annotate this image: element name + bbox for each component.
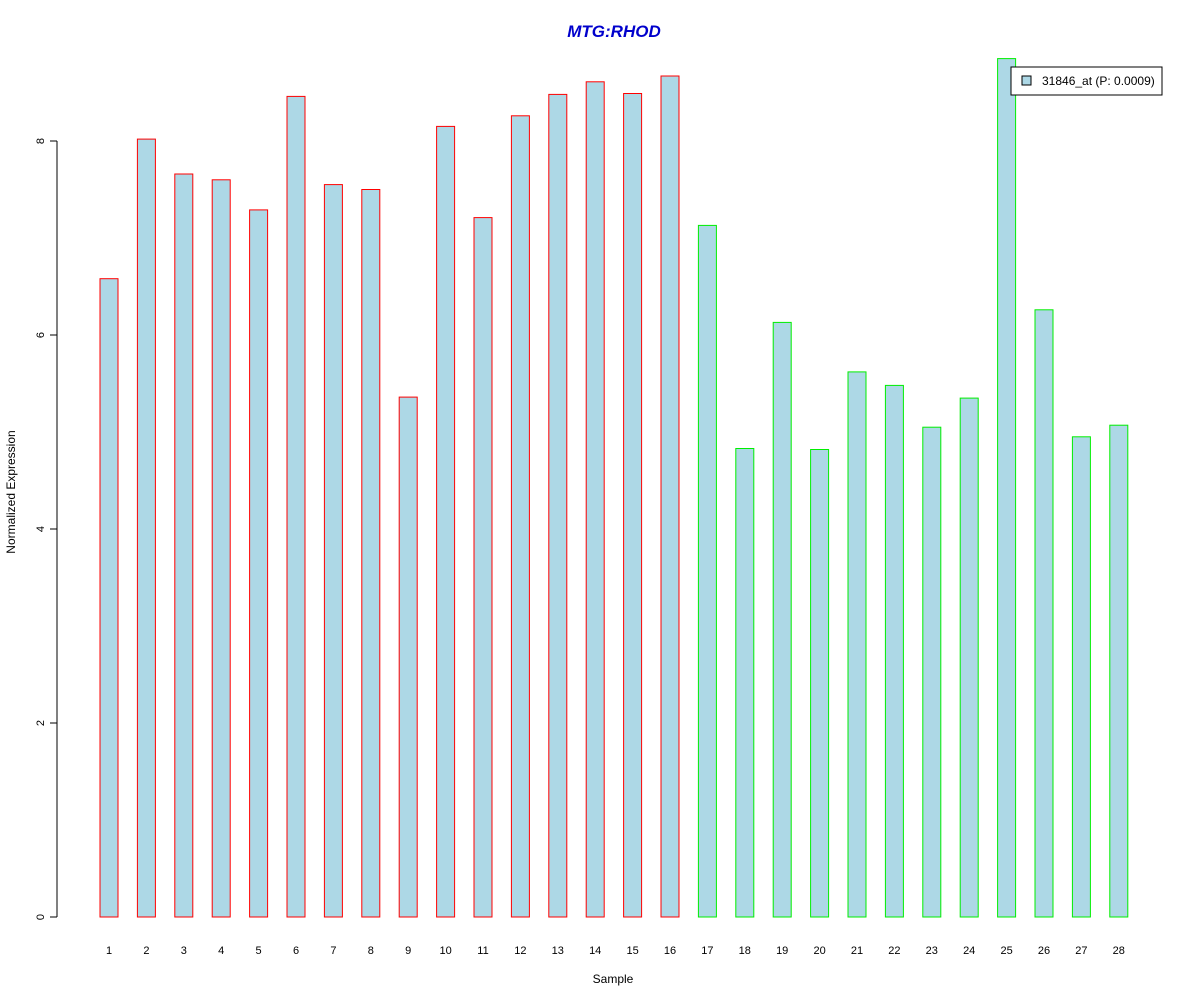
bar-sample-7 bbox=[323, 184, 343, 918]
legend-swatch bbox=[1021, 75, 1032, 86]
x-tick-label: 16 bbox=[664, 945, 676, 957]
bar-sample-23 bbox=[922, 426, 942, 918]
bar-sample-25 bbox=[997, 58, 1017, 918]
bar-sample-24 bbox=[959, 397, 979, 918]
bar-sample-15 bbox=[623, 93, 643, 918]
x-tick-label: 9 bbox=[405, 945, 411, 957]
bar-sample-21 bbox=[847, 371, 867, 918]
bar-sample-27 bbox=[1071, 436, 1091, 918]
bar-sample-22 bbox=[884, 384, 904, 918]
x-tick-label: 11 bbox=[477, 945, 488, 957]
legend-box bbox=[1010, 66, 1163, 96]
x-tick-label: 12 bbox=[514, 945, 526, 957]
x-tick-label: 18 bbox=[739, 945, 751, 957]
x-tick-label: 4 bbox=[218, 945, 224, 957]
x-tick-label: 27 bbox=[1075, 945, 1087, 957]
y-tick-label: 0 bbox=[35, 914, 47, 920]
x-tick-label: 2 bbox=[143, 945, 149, 957]
x-tick-label: 24 bbox=[963, 945, 975, 957]
y-tick-label: 6 bbox=[35, 332, 47, 338]
x-tick-label: 10 bbox=[439, 945, 451, 957]
x-tick-label: 3 bbox=[181, 945, 187, 957]
bar-sample-8 bbox=[361, 189, 381, 918]
x-tick-label: 13 bbox=[552, 945, 564, 957]
x-tick-label: 22 bbox=[888, 945, 900, 957]
x-tick-label: 8 bbox=[368, 945, 374, 957]
bar-sample-16 bbox=[660, 75, 680, 918]
bar-sample-13 bbox=[548, 93, 568, 918]
bar-sample-9 bbox=[398, 396, 418, 918]
bar-sample-17 bbox=[697, 224, 717, 918]
x-tick-labels: 1 2 3 4 5 6 7 8 9 10 11 12 13 14 15 16 17 18 19 20 21 22 23 24 2… bbox=[106, 945, 1125, 957]
x-tick-label: 1 bbox=[106, 945, 112, 957]
chart-title: MTG:RHOD bbox=[567, 22, 660, 41]
y-tick-label: 2 bbox=[35, 720, 47, 726]
bar-sample-3 bbox=[174, 173, 194, 918]
x-tick-label: 21 bbox=[851, 945, 863, 957]
legend: 31846_at (P: 0.0009) bbox=[1010, 66, 1163, 96]
x-tick-label: 19 bbox=[776, 945, 788, 957]
bar-sample-18 bbox=[735, 448, 755, 918]
bar-sample-4 bbox=[211, 179, 231, 918]
bar-sample-10 bbox=[436, 125, 456, 918]
bar-sample-5 bbox=[249, 209, 269, 918]
x-tick-label: 23 bbox=[926, 945, 938, 957]
y-axis: 0 2 4 6 8 bbox=[35, 138, 58, 920]
x-tick-label: 5 bbox=[256, 945, 262, 957]
y-axis-title: Normalized Expression bbox=[4, 430, 18, 553]
bar-sample-2 bbox=[136, 138, 156, 918]
x-tick-label: 28 bbox=[1113, 945, 1125, 957]
x-tick-label: 17 bbox=[701, 945, 713, 957]
y-ticks: 0 2 4 6 8 bbox=[35, 138, 57, 920]
y-tick-label: 4 bbox=[35, 526, 47, 532]
x-tick-label: 14 bbox=[589, 945, 601, 957]
x-tick-label: 15 bbox=[626, 945, 638, 957]
bar-sample-26 bbox=[1034, 309, 1054, 918]
y-tick-label: 8 bbox=[35, 138, 47, 144]
x-tick-label: 7 bbox=[330, 945, 336, 957]
x-tick-label: 20 bbox=[813, 945, 825, 957]
x-tick-label: 25 bbox=[1000, 945, 1012, 957]
bar-sample-19 bbox=[772, 321, 792, 918]
bar-sample-14 bbox=[585, 81, 605, 918]
bar-sample-11 bbox=[473, 217, 493, 918]
x-tick-label: 26 bbox=[1038, 945, 1050, 957]
bar-sample-28 bbox=[1109, 424, 1129, 918]
bar-sample-20 bbox=[810, 449, 830, 918]
bar-sample-1 bbox=[99, 278, 119, 918]
x-tick-label: 6 bbox=[293, 945, 299, 957]
bars bbox=[99, 58, 1129, 918]
bar-sample-6 bbox=[286, 95, 306, 918]
x-axis-title: Sample bbox=[593, 972, 634, 986]
legend-label: 31846_at (P: 0.0009) bbox=[1042, 74, 1155, 88]
bar-sample-12 bbox=[510, 115, 530, 918]
